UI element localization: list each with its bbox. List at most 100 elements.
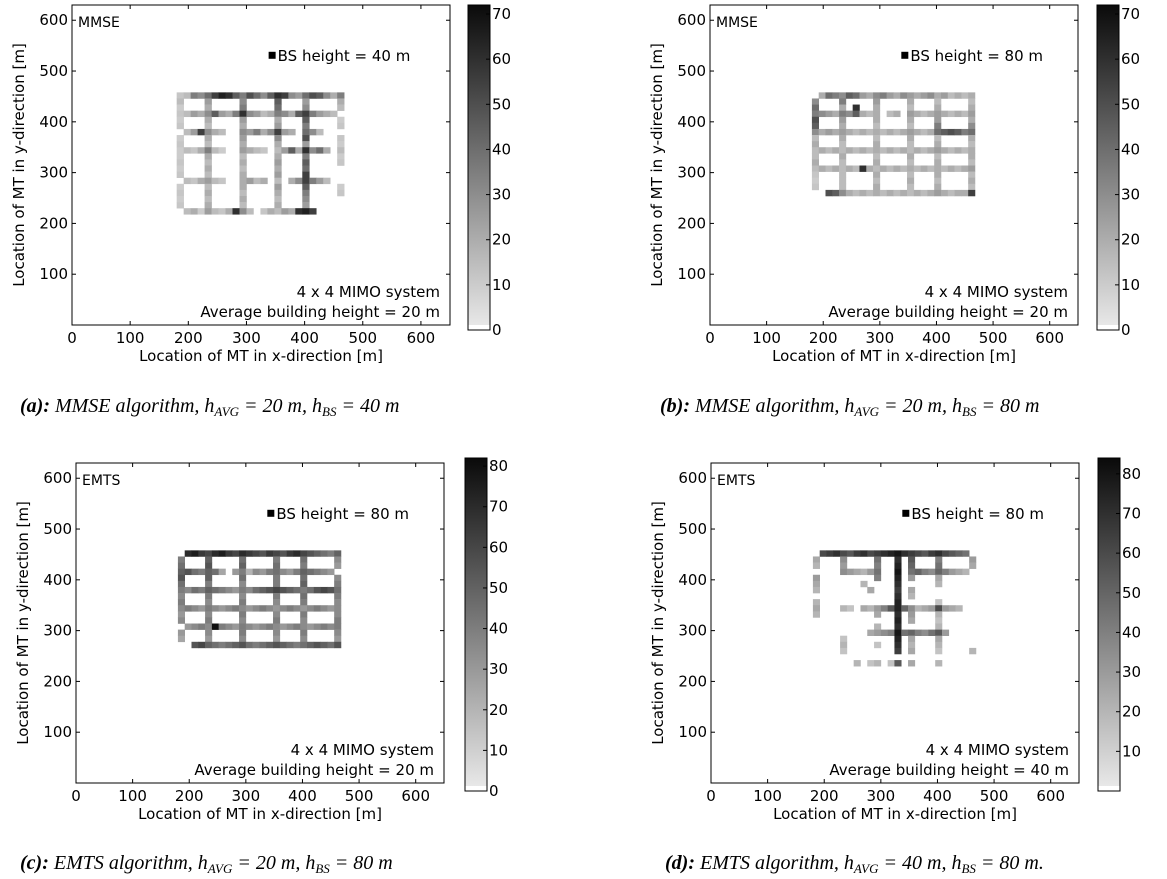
y-tick-label: 200 <box>39 214 68 232</box>
heatmap-cell <box>811 153 820 160</box>
colorbar-tick-label: 30 <box>1121 186 1140 204</box>
heatmap-cell <box>934 147 942 154</box>
heatmap-cell <box>204 110 212 118</box>
heatmap-cell <box>211 110 219 118</box>
heatmap-cell <box>252 641 260 649</box>
y-tick-label: 500 <box>39 62 68 80</box>
heatmap-cell <box>968 110 976 118</box>
heatmap-cell <box>204 128 212 136</box>
colorbar-tick-label: 60 <box>1122 544 1141 562</box>
building-height-label: Average building height = 20 m <box>194 761 434 779</box>
heatmap-cell <box>940 128 949 136</box>
heatmap-cell <box>225 623 233 630</box>
heatmap-cell <box>825 110 833 118</box>
heatmap-cell <box>205 629 213 636</box>
heatmap-cell <box>204 183 212 191</box>
heatmap-cell <box>176 104 184 111</box>
heatmap-cell <box>873 159 881 166</box>
heatmap-cell <box>245 586 253 594</box>
heatmap-cell <box>941 605 950 612</box>
heatmap-cell <box>302 195 310 203</box>
heatmap-cell <box>205 574 213 582</box>
heatmap-cell <box>948 550 956 557</box>
bs-marker <box>902 509 910 517</box>
heatmap-cell <box>934 92 942 99</box>
heatmap-cell <box>337 92 345 99</box>
heatmap-cell <box>239 635 247 643</box>
heatmap-cell <box>190 128 198 136</box>
heatmap-cell <box>852 92 860 99</box>
heatmap-cell <box>894 574 902 582</box>
heatmap-cell <box>205 593 213 600</box>
heatmap-cell <box>323 147 331 154</box>
heatmap-cell <box>253 147 261 154</box>
heatmap-cell <box>295 110 303 118</box>
heatmap-cell <box>239 171 247 178</box>
heatmap-cell <box>954 189 962 197</box>
heatmap-cell <box>867 568 875 576</box>
heatmap-cell <box>309 110 317 118</box>
heatmap-cell <box>908 550 916 557</box>
heatmap-cell <box>867 550 875 557</box>
heatmap-cell <box>337 141 345 148</box>
heatmap-cell <box>887 660 895 667</box>
colorbar-tick-label: 10 <box>492 276 511 294</box>
heatmap-cell <box>908 574 916 582</box>
heatmap-cell <box>968 128 976 136</box>
heatmap-cell <box>286 641 294 649</box>
heatmap-cell <box>907 183 915 191</box>
heatmap-cell <box>300 550 308 557</box>
heatmap-cell <box>334 611 342 618</box>
heatmap-cell <box>968 92 976 99</box>
heatmap-cell <box>218 128 226 136</box>
heatmap-cell <box>239 195 247 203</box>
heatmap-cell <box>894 599 902 606</box>
heatmap-cell <box>934 165 942 172</box>
heatmap-cell <box>866 110 874 118</box>
y-tick-label: 300 <box>678 622 707 640</box>
heatmap-cell <box>887 550 895 557</box>
heatmap-cell <box>279 586 287 594</box>
heatmap-cell <box>874 605 882 612</box>
heatmap-cell <box>934 104 942 111</box>
heatmap-cell <box>239 574 247 582</box>
heatmap-cell <box>183 177 191 185</box>
heatmap-cell <box>955 550 963 557</box>
heatmap-cell <box>232 568 240 576</box>
heatmap-cell <box>921 568 929 576</box>
heatmap-cell <box>867 605 875 612</box>
bs-marker <box>268 51 276 59</box>
heatmap-cell <box>846 605 854 612</box>
heatmap-cell <box>907 116 915 124</box>
heatmap-cell <box>198 605 206 612</box>
heatmap-cell <box>320 605 328 612</box>
heatmap-cell <box>239 550 247 557</box>
heatmap-cell <box>190 92 198 99</box>
heatmap-cell <box>177 629 186 636</box>
heatmap-cell <box>239 556 247 563</box>
heatmap-cell <box>204 189 212 197</box>
heatmap-cell <box>218 568 226 576</box>
heatmap-cell <box>191 550 199 557</box>
heatmap-cell <box>887 629 895 636</box>
heatmap-cell <box>183 92 191 99</box>
heatmap-cell <box>334 623 342 630</box>
heatmap-cell <box>893 128 901 136</box>
heatmap-cell <box>274 104 282 111</box>
heatmap-cell <box>253 128 261 136</box>
heatmap-cell <box>327 623 335 630</box>
heatmap-cell <box>940 147 949 154</box>
heatmap-cell <box>176 116 184 124</box>
heatmap-cell <box>873 122 881 130</box>
heatmap-cell <box>273 605 281 612</box>
heatmap-cell <box>246 208 254 215</box>
heatmap-cell <box>832 147 840 154</box>
heatmap-cell <box>274 153 282 160</box>
heatmap-cell <box>947 147 955 154</box>
heatmap-cell <box>839 159 847 166</box>
heatmap-cell <box>840 641 848 649</box>
heatmap-cell <box>281 110 289 118</box>
colorbar-tick-label: 50 <box>489 579 508 597</box>
heatmap-cell <box>954 128 962 136</box>
heatmap-cell <box>907 104 915 111</box>
